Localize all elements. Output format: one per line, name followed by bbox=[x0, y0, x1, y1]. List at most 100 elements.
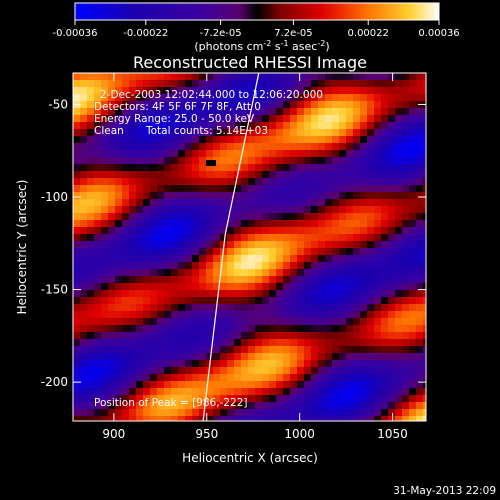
heatmap-cell bbox=[87, 360, 94, 367]
heatmap-cell bbox=[150, 108, 157, 115]
heatmap-cell bbox=[94, 115, 101, 122]
heatmap-cell bbox=[241, 262, 248, 269]
heatmap-cell bbox=[297, 129, 304, 136]
heatmap-cell bbox=[136, 262, 143, 269]
heatmap-cell bbox=[304, 122, 311, 129]
heatmap-cell bbox=[80, 248, 87, 255]
heatmap-cell bbox=[269, 199, 276, 206]
heatmap-cell bbox=[367, 80, 374, 87]
heatmap-cell bbox=[234, 304, 241, 311]
heatmap-cell bbox=[325, 234, 332, 241]
heatmap-cell bbox=[80, 87, 87, 94]
heatmap-cell bbox=[220, 220, 227, 227]
heatmap-cell bbox=[416, 367, 423, 374]
heatmap-cell bbox=[178, 353, 185, 360]
heatmap-cell bbox=[325, 227, 332, 234]
heatmap-cell bbox=[185, 269, 192, 276]
heatmap-cell bbox=[297, 339, 304, 346]
heatmap-cell bbox=[255, 367, 262, 374]
heatmap-cell bbox=[185, 262, 192, 269]
heatmap-cell bbox=[213, 248, 220, 255]
heatmap-cell bbox=[255, 325, 262, 332]
heatmap-cell bbox=[73, 122, 80, 129]
heatmap-cell bbox=[108, 199, 115, 206]
heatmap-cell bbox=[199, 199, 206, 206]
heatmap-cell bbox=[360, 136, 367, 143]
colorbar-tick-label: 7.2e-05 bbox=[274, 28, 312, 39]
heatmap-cell bbox=[283, 73, 290, 80]
heatmap-cell bbox=[318, 360, 325, 367]
heatmap-cell bbox=[150, 276, 157, 283]
heatmap-cell bbox=[262, 87, 269, 94]
heatmap-cell bbox=[94, 213, 101, 220]
heatmap-cell bbox=[409, 388, 416, 395]
colorbar-tick-label: -0.00036 bbox=[53, 28, 98, 39]
heatmap-cell bbox=[311, 227, 318, 234]
heatmap-cell bbox=[108, 164, 115, 171]
heatmap-cell bbox=[346, 171, 353, 178]
heatmap-cell bbox=[262, 409, 269, 416]
heatmap-cell bbox=[332, 339, 339, 346]
heatmap-cell bbox=[206, 276, 213, 283]
heatmap-cell bbox=[269, 283, 276, 290]
heatmap-cell bbox=[227, 318, 234, 325]
heatmap-cell bbox=[101, 269, 108, 276]
heatmap-cell bbox=[262, 283, 269, 290]
heatmap-cell bbox=[416, 241, 423, 248]
heatmap-cell bbox=[108, 325, 115, 332]
heatmap-cell bbox=[157, 402, 164, 409]
heatmap-cell bbox=[227, 416, 234, 421]
heatmap-cell bbox=[381, 367, 388, 374]
heatmap-cell bbox=[122, 220, 129, 227]
heatmap-cell bbox=[94, 178, 101, 185]
heatmap-cell bbox=[192, 206, 199, 213]
heatmap-cell bbox=[339, 262, 346, 269]
heatmap-cell bbox=[241, 80, 248, 87]
heatmap-cell bbox=[381, 276, 388, 283]
heatmap-cell bbox=[395, 339, 402, 346]
heatmap-cell bbox=[290, 402, 297, 409]
heatmap-cell bbox=[157, 101, 164, 108]
heatmap-cell bbox=[136, 136, 143, 143]
heatmap-cell bbox=[332, 402, 339, 409]
heatmap-cell bbox=[206, 332, 213, 339]
heatmap-cell bbox=[227, 157, 234, 164]
heatmap-cell bbox=[409, 276, 416, 283]
heatmap-cell bbox=[416, 276, 423, 283]
heatmap-cell bbox=[136, 157, 143, 164]
heatmap-cell bbox=[423, 248, 426, 255]
heatmap-cell bbox=[164, 276, 171, 283]
heatmap-cell bbox=[80, 304, 87, 311]
heatmap-cell bbox=[248, 325, 255, 332]
heatmap-cell bbox=[199, 311, 206, 318]
heatmap-cell bbox=[171, 360, 178, 367]
heatmap-cell bbox=[276, 143, 283, 150]
heatmap-cell bbox=[304, 248, 311, 255]
heatmap-cell bbox=[157, 143, 164, 150]
heatmap-cell bbox=[241, 416, 248, 421]
heatmap-cell bbox=[164, 241, 171, 248]
heatmap-cell bbox=[255, 129, 262, 136]
heatmap-cell bbox=[248, 402, 255, 409]
heatmap-cell bbox=[164, 94, 171, 101]
heatmap-cell bbox=[248, 157, 255, 164]
heatmap-cell bbox=[304, 227, 311, 234]
heatmap-cell bbox=[80, 185, 87, 192]
heatmap-cell bbox=[297, 101, 304, 108]
heatmap-cell bbox=[248, 178, 255, 185]
heatmap-cell bbox=[192, 283, 199, 290]
heatmap-cell bbox=[178, 171, 185, 178]
heatmap-cell bbox=[164, 402, 171, 409]
heatmap-cell bbox=[409, 297, 416, 304]
heatmap-cell bbox=[290, 94, 297, 101]
heatmap-cell bbox=[297, 248, 304, 255]
heatmap-cell bbox=[325, 206, 332, 213]
heatmap-cell bbox=[311, 311, 318, 318]
heatmap-cell bbox=[192, 416, 199, 421]
heatmap-cell bbox=[269, 73, 276, 80]
heatmap-cell bbox=[80, 143, 87, 150]
heatmap-cell bbox=[199, 115, 206, 122]
heatmap-cell bbox=[192, 94, 199, 101]
heatmap-cell bbox=[73, 185, 80, 192]
heatmap-cell bbox=[339, 248, 346, 255]
